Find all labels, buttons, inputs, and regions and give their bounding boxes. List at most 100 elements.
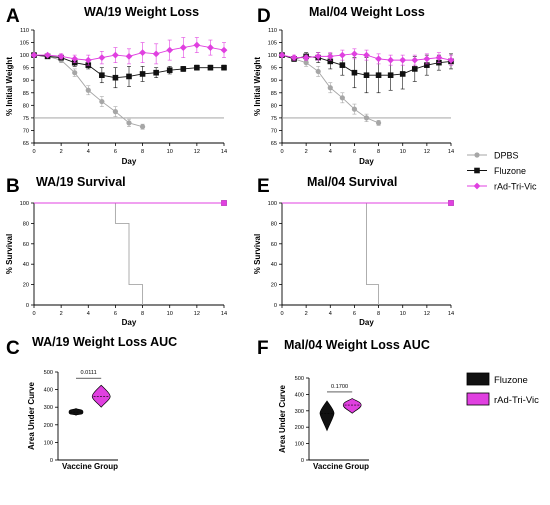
panel-title: Mal/04 Weight Loss xyxy=(309,5,425,19)
data-point xyxy=(363,115,370,121)
data-point xyxy=(339,95,345,101)
survival-step-line xyxy=(282,202,380,305)
x-axis-label: Day xyxy=(122,157,137,166)
legend-label: Fluzone xyxy=(494,375,528,386)
data-point xyxy=(207,44,214,51)
data-point xyxy=(327,85,333,91)
data-point xyxy=(375,72,382,78)
survival-end-marker xyxy=(221,200,227,206)
y-axis-label: % Survival xyxy=(5,234,14,274)
legend-label: rAd-Tri-Vic xyxy=(494,182,537,192)
y-tick-label: 70 xyxy=(271,128,277,134)
data-point xyxy=(126,120,132,126)
data-point xyxy=(166,46,174,54)
y-tick-label: 300 xyxy=(44,405,53,411)
y-tick-label: 80 xyxy=(271,103,277,109)
y-tick-label: 75 xyxy=(271,116,277,122)
data-point xyxy=(339,62,346,68)
y-tick-label: 80 xyxy=(271,221,277,227)
data-point xyxy=(44,51,51,59)
y-axis-label: Area Under Curve xyxy=(27,381,36,450)
data-point xyxy=(72,70,78,76)
x-tick-label: 10 xyxy=(167,311,173,317)
data-point xyxy=(278,51,286,59)
panel-letter: F xyxy=(257,338,269,359)
x-tick-label: 2 xyxy=(305,149,308,155)
data-point xyxy=(99,98,105,105)
data-point xyxy=(152,50,160,58)
x-tick-label: 4 xyxy=(329,149,332,155)
y-tick-label: 110 xyxy=(268,28,277,34)
data-point xyxy=(207,64,214,71)
y-tick-label: 100 xyxy=(295,442,304,448)
x-axis-label: Vaccine Group xyxy=(313,462,369,471)
y-tick-label: 85 xyxy=(23,91,29,97)
data-point xyxy=(57,52,65,60)
data-point xyxy=(126,73,132,80)
p-value-label: 0.1700 xyxy=(331,384,348,390)
survival-step-line xyxy=(34,202,144,305)
y-tick-label: 400 xyxy=(44,388,53,394)
series-rad-tri-vic xyxy=(34,200,227,206)
x-tick-label: 14 xyxy=(221,311,227,317)
series-rad-tri-vic xyxy=(282,200,454,206)
panel-letter: B xyxy=(6,176,20,197)
y-tick-label: 95 xyxy=(271,66,277,72)
y-tick-label: 500 xyxy=(295,376,304,382)
y-tick-label: 0 xyxy=(50,458,53,464)
y-tick-label: 40 xyxy=(271,262,277,268)
panel-C: C WA/19 Weight Loss AUC 0 100 200 300 400 500 Va… xyxy=(6,335,177,471)
data-point xyxy=(375,120,382,126)
data-point xyxy=(447,56,455,64)
data-point xyxy=(99,72,105,78)
violin-fluzone xyxy=(319,400,335,432)
y-tick-label: 100 xyxy=(268,53,277,59)
panel-letter: A xyxy=(6,6,20,27)
x-axis-label: Day xyxy=(359,318,374,327)
x-tick-label: 10 xyxy=(400,311,406,317)
x-tick-label: 0 xyxy=(280,149,283,155)
series-rad-tri-vic xyxy=(30,37,228,66)
x-tick-label: 12 xyxy=(424,311,430,317)
p-value-label: 0.0111 xyxy=(80,370,96,376)
data-point xyxy=(153,69,159,76)
panel-D: D Mal/04 Weight Loss657075808590951001051… xyxy=(253,5,455,166)
x-tick-label: 2 xyxy=(305,311,308,317)
y-tick-label: 95 xyxy=(23,66,29,72)
data-point xyxy=(290,54,298,62)
data-point xyxy=(71,55,79,63)
series-dpbs xyxy=(34,202,144,305)
legend-marker xyxy=(474,167,480,174)
y-tick-label: 85 xyxy=(271,91,277,97)
x-axis-label: Day xyxy=(122,318,137,327)
data-point xyxy=(351,69,358,76)
data-point xyxy=(30,51,38,59)
y-tick-label: 60 xyxy=(23,242,29,248)
y-tick-label: 90 xyxy=(271,78,277,84)
panel-letter: C xyxy=(6,338,20,359)
data-point xyxy=(363,51,370,59)
data-point xyxy=(112,74,119,81)
x-tick-label: 0 xyxy=(280,311,283,317)
y-tick-label: 200 xyxy=(44,423,53,429)
x-tick-label: 0 xyxy=(32,311,35,317)
data-point xyxy=(166,67,173,73)
x-tick-label: 4 xyxy=(329,311,332,317)
data-point xyxy=(327,58,334,65)
data-point xyxy=(399,56,407,64)
x-tick-label: 2 xyxy=(60,311,63,317)
data-point xyxy=(411,66,418,72)
data-point xyxy=(221,64,227,71)
data-point xyxy=(194,64,200,71)
data-point xyxy=(303,60,309,66)
x-tick-label: 12 xyxy=(194,149,200,155)
panel-letter: E xyxy=(257,176,270,197)
series-dpbs xyxy=(279,52,382,126)
y-tick-label: 20 xyxy=(23,283,29,289)
x-axis-label: Day xyxy=(359,157,374,166)
data-point xyxy=(220,46,228,54)
panel-letter: D xyxy=(257,6,271,27)
data-point xyxy=(125,52,133,60)
